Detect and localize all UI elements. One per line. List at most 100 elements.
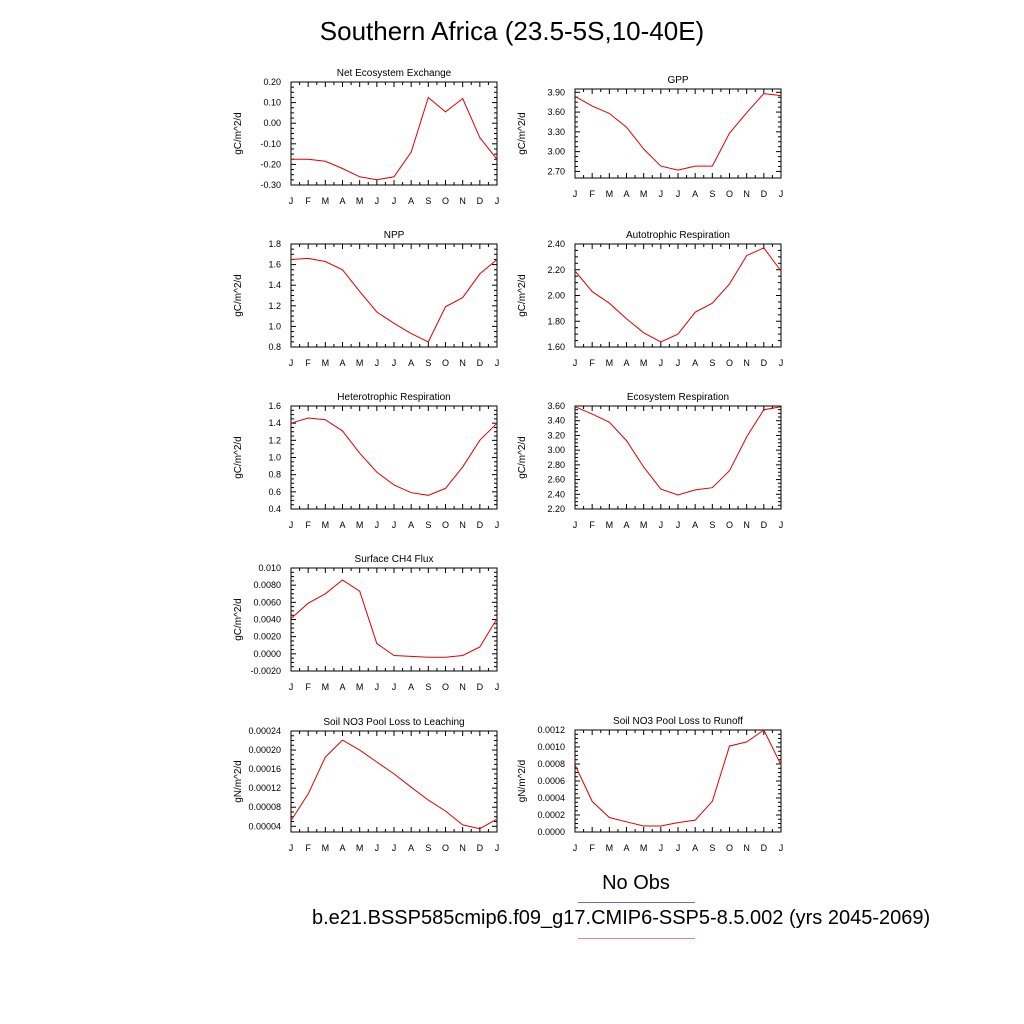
x-tick-label: M [322, 843, 330, 853]
series-line [291, 96, 498, 181]
x-tick-label: M [606, 358, 614, 368]
series-line [290, 257, 498, 343]
y-axis-label: gC/m^2/d [517, 274, 528, 317]
x-tick-label: J [289, 843, 294, 853]
x-tick-label: M [356, 682, 364, 692]
chart-title: NPP [384, 230, 405, 241]
y-tick-label: 0.0080 [253, 580, 281, 590]
x-tick-label: M [606, 843, 614, 853]
y-tick-label: 1.8 [268, 239, 281, 249]
y-tick-label: 0.010 [258, 563, 281, 573]
x-tick-label: J [676, 358, 681, 368]
x-tick-label: J [289, 196, 294, 206]
x-tick-label: A [339, 358, 345, 368]
series-line [290, 417, 498, 496]
y-tick-label: 1.2 [268, 435, 281, 445]
x-tick-label: S [425, 520, 431, 530]
x-tick-label: M [606, 520, 614, 530]
y-tick-label: 0.0000 [253, 649, 281, 659]
x-tick-label: D [477, 196, 484, 206]
y-tick-label: 0.00008 [248, 802, 281, 812]
y-tick-label: 0.10 [263, 98, 281, 108]
x-tick-label: O [726, 520, 733, 530]
y-axis-label: gC/m^2/d [517, 436, 528, 479]
x-tick-label: J [573, 358, 578, 368]
y-tick-label: 0.0010 [537, 742, 565, 752]
x-tick-label: J [573, 843, 578, 853]
y-tick-label: 2.80 [547, 460, 565, 470]
y-tick-label: 0.0004 [537, 793, 565, 803]
legend-obs-line [578, 902, 695, 903]
x-tick-label: A [339, 843, 345, 853]
x-tick-label: J [375, 358, 380, 368]
x-tick-label: J [779, 520, 784, 530]
y-tick-label: 0.20 [263, 77, 281, 87]
y-tick-label: 0.4 [268, 504, 281, 514]
x-tick-label: J [659, 520, 664, 530]
x-tick-label: D [477, 358, 484, 368]
y-tick-label: 3.90 [547, 87, 565, 97]
x-tick-label: J [676, 189, 681, 199]
plot-frame [290, 730, 498, 833]
x-tick-label: O [726, 358, 733, 368]
x-tick-label: J [573, 520, 578, 530]
y-tick-label: 1.80 [547, 316, 565, 326]
x-tick-label: A [692, 843, 698, 853]
x-tick-label: M [356, 843, 364, 853]
y-tick-label: 1.0 [268, 453, 281, 463]
x-tick-label: A [692, 520, 698, 530]
x-tick-label: S [709, 843, 715, 853]
x-tick-label: J [779, 189, 784, 199]
x-tick-label: J [495, 520, 500, 530]
y-tick-label: 0.8 [268, 470, 281, 480]
legend-case-label: b.e21.BSSP585cmip6.f09_g17.CMIP6-SSP5-8.… [312, 907, 931, 929]
x-tick-label: J [289, 520, 294, 530]
x-tick-label: N [459, 196, 466, 206]
x-tick-label: A [339, 682, 345, 692]
x-tick-label: F [305, 196, 311, 206]
chart-title: Surface CH4 Flux [355, 554, 434, 565]
y-tick-label: -0.20 [260, 159, 281, 169]
series-line [574, 93, 782, 171]
x-tick-label: O [442, 682, 449, 692]
x-tick-label: A [408, 358, 414, 368]
x-tick-label: F [589, 189, 595, 199]
y-tick-label: 0.0020 [253, 632, 281, 642]
x-tick-label: J [392, 196, 397, 206]
plot-frame [290, 405, 498, 510]
x-tick-label: S [425, 843, 431, 853]
page-title: Southern Africa (23.5-5S,10-40E) [319, 16, 705, 46]
x-tick-label: M [640, 520, 648, 530]
x-tick-label: J [375, 682, 380, 692]
y-tick-label: 1.4 [268, 418, 281, 428]
y-axis-label: gN/m^2/d [233, 760, 244, 803]
y-tick-label: 3.20 [547, 430, 565, 440]
x-tick-label: D [477, 843, 484, 853]
y-tick-label: 3.40 [547, 416, 565, 426]
x-tick-label: J [779, 843, 784, 853]
series-line [574, 247, 782, 343]
y-tick-label: 2.20 [547, 504, 565, 514]
x-tick-label: J [495, 682, 500, 692]
x-tick-label: M [356, 520, 364, 530]
y-tick-label: 3.30 [547, 127, 565, 137]
x-tick-label: J [495, 196, 500, 206]
y-tick-label: 1.60 [547, 342, 565, 352]
x-tick-label: J [659, 189, 664, 199]
x-tick-label: S [709, 189, 715, 199]
y-tick-label: 3.60 [547, 107, 565, 117]
x-tick-label: S [709, 358, 715, 368]
x-tick-label: A [623, 189, 629, 199]
y-tick-label: 0.00024 [248, 726, 281, 736]
x-tick-label: M [322, 196, 330, 206]
x-tick-label: J [375, 196, 380, 206]
series-line [574, 729, 782, 827]
